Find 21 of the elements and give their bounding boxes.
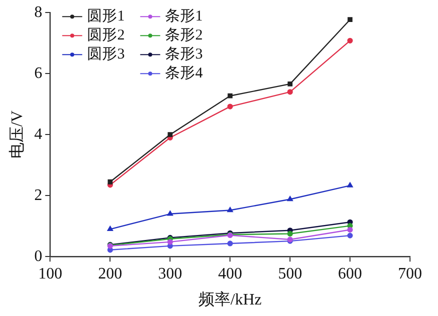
y-axis-title: 电压/V — [8, 110, 26, 159]
legend-label: 条形3 — [165, 46, 203, 63]
y-tick-label: 0 — [34, 248, 42, 265]
x-tick-label: 600 — [338, 265, 362, 282]
y-tick-label: 6 — [34, 64, 42, 82]
y-tick-label: 4 — [34, 126, 42, 143]
y-tick-label: 8 — [34, 4, 42, 21]
x-tick-label: 500 — [278, 265, 302, 282]
y-tick-label: 2 — [34, 186, 42, 204]
x-tick-label: 700 — [398, 265, 422, 282]
x-tick-label: 100 — [38, 265, 62, 282]
legend-label: 圆形1 — [87, 8, 125, 25]
x-axis-title: 频率/kHz — [198, 290, 262, 309]
legend-label: 条形1 — [165, 8, 203, 25]
legend-label: 圆形3 — [87, 46, 125, 63]
x-tick-label: 400 — [218, 265, 242, 282]
x-tick-label: 300 — [158, 265, 182, 282]
legend-label: 圆形2 — [87, 28, 125, 44]
legend-label: 条形2 — [165, 26, 203, 44]
legend-label: 条形4 — [165, 64, 204, 82]
x-tick-label: 200 — [98, 265, 122, 282]
